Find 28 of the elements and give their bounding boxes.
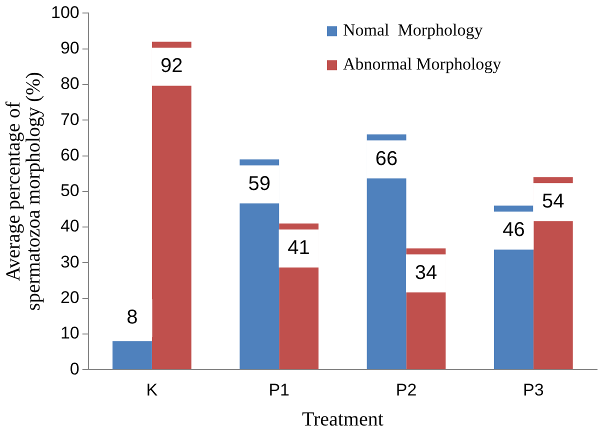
data-label: 46: [502, 219, 525, 242]
y-tick-label: 60: [60, 145, 80, 164]
data-label: 59: [248, 172, 271, 195]
data-label: 34: [414, 262, 438, 284]
data-label: 54: [542, 190, 564, 213]
y-tick-label: 40: [60, 216, 80, 236]
data-label: 92: [160, 55, 183, 78]
data-label: 66: [375, 148, 398, 170]
y-tick-label: 70: [60, 110, 80, 129]
x-tick-label: K: [146, 380, 158, 400]
y-tick-label: 20: [60, 288, 80, 308]
y-tick-label: 80: [60, 74, 80, 94]
legend-label: Abnormal Morphology: [343, 54, 502, 74]
legend-label: Nomal Morphology: [343, 20, 484, 40]
x-axis-title: Treatment: [302, 408, 384, 430]
y-tick-label: 30: [60, 252, 80, 272]
data-label: 41: [288, 236, 310, 259]
y-tick-label: 90: [60, 38, 80, 58]
y-tick-label: 100: [50, 2, 80, 22]
x-tick-label: P2: [396, 380, 417, 400]
y-tick-label: 0: [70, 359, 80, 378]
data-label: 8: [126, 306, 138, 329]
y-tick-label: 50: [60, 181, 80, 200]
x-tick-label: P1: [268, 380, 290, 400]
y-axis-title: Average percentage of spermatozoa morphology (%): [2, 72, 44, 311]
x-tick-label: P3: [523, 380, 544, 400]
bar: [112, 341, 152, 370]
y-tick-label: 10: [60, 324, 80, 343]
